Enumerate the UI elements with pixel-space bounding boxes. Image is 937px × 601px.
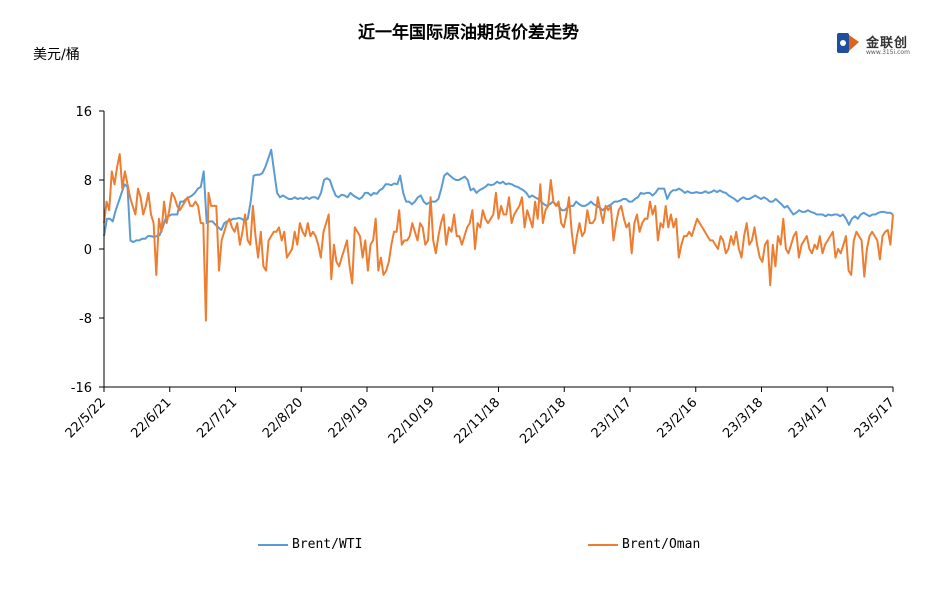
series-layer (103, 148, 894, 322)
legend-label-oman: Brent/Oman (622, 537, 701, 552)
legend-swatch-oman (588, 543, 618, 546)
x-tick-label: 22/12/18 (517, 395, 569, 447)
x-tick-label: 23/4/17 (786, 395, 832, 441)
x-tick-label: 23/1/17 (589, 395, 635, 441)
x-tick-label: 22/9/19 (326, 395, 372, 441)
axis-layer: -16 -8 0 8 16 22/5/22 22/6/21 22/7/21 22/8/20 22/… (63, 105, 898, 447)
y-axis-unit-label: 美元/桶 (33, 47, 80, 63)
legend-label-wti: Brent/WTI (292, 537, 363, 552)
x-tick-label: 22/11/18 (451, 395, 503, 447)
x-tick-label: 22/6/21 (129, 395, 175, 441)
x-tick-label: 22/8/20 (260, 395, 306, 441)
x-tick-label: 22/5/22 (63, 395, 109, 441)
logo-text: 金联创 (866, 36, 909, 51)
x-tick-label: 22/7/21 (194, 395, 240, 441)
legend-item-wti: Brent/WTI (258, 537, 362, 552)
y-tick-label: 16 (75, 105, 92, 120)
series-line-brent-wti (103, 148, 894, 244)
x-tick-label: 23/3/18 (720, 395, 766, 441)
legend-item-oman: Brent/Oman (588, 537, 700, 552)
y-tick-label: 8 (84, 174, 92, 189)
legend-swatch-wti (258, 543, 288, 546)
series-line-brent-oman (103, 153, 894, 322)
brand-logo: 金联创 www.315i.com (836, 30, 916, 58)
y-tick-label: 0 (84, 243, 92, 258)
logo-icon (837, 33, 859, 53)
y-tick-label: -16 (71, 381, 92, 396)
x-tick-label: 23/5/17 (852, 395, 898, 441)
chart-title: 近一年国际原油期货价差走势 (358, 23, 579, 43)
y-tick-label: -8 (79, 312, 92, 327)
x-tick-label: 22/10/19 (386, 395, 438, 447)
logo-subtext: www.315i.com (866, 49, 910, 56)
x-tick-label: 23/2/16 (655, 395, 701, 441)
